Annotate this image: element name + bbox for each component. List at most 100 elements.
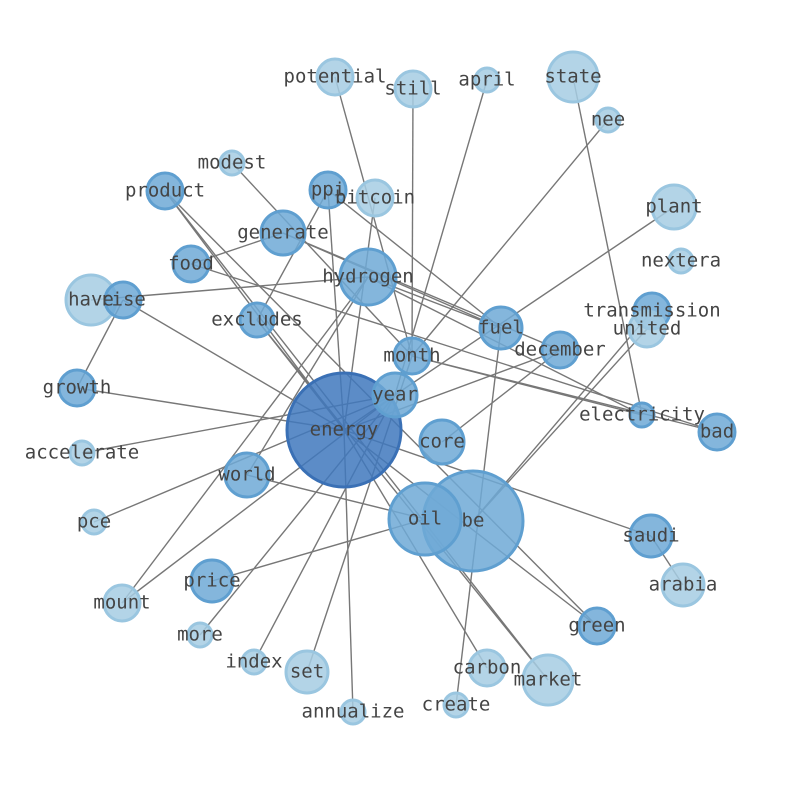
- node: [660, 562, 706, 608]
- nodes: [57, 50, 737, 726]
- node-label: potential: [284, 66, 387, 88]
- node-label: year: [372, 384, 418, 406]
- node: [467, 648, 507, 688]
- edge: [256, 189, 329, 321]
- node-label: accelerate: [25, 442, 139, 464]
- node: [103, 280, 143, 320]
- node: [186, 621, 214, 649]
- node-label: april: [458, 69, 515, 91]
- node: [338, 247, 398, 307]
- node-label: modest: [198, 152, 267, 174]
- node-label: excludes: [211, 309, 303, 331]
- node: [473, 66, 501, 94]
- node-label: december: [514, 339, 606, 361]
- node: [284, 649, 330, 695]
- node-label: generate: [237, 222, 329, 244]
- node: [628, 401, 656, 429]
- node-label: market: [514, 669, 583, 691]
- node: [308, 170, 348, 210]
- node: [627, 309, 667, 349]
- node: [145, 171, 185, 211]
- node: [80, 508, 108, 536]
- node: [171, 244, 211, 284]
- node: [355, 178, 395, 218]
- node: [546, 50, 600, 104]
- node-label: fuel: [478, 317, 524, 339]
- node-label: united: [613, 318, 682, 340]
- node-label: mount: [93, 592, 150, 614]
- node-label: be: [462, 510, 485, 532]
- node-label: plant: [645, 196, 702, 218]
- node: [478, 305, 524, 351]
- node-label: state: [544, 66, 601, 88]
- node-label: nee: [591, 109, 625, 131]
- node: [223, 451, 271, 499]
- node-label: arabia: [649, 574, 718, 596]
- edge: [411, 88, 414, 357]
- node-label: rise: [100, 289, 146, 311]
- edge: [246, 276, 369, 476]
- node: [540, 330, 580, 370]
- node: [577, 606, 617, 646]
- node-label: price: [183, 570, 240, 592]
- node: [371, 371, 419, 419]
- node-label: more: [177, 624, 223, 646]
- node: [667, 247, 695, 275]
- node: [521, 653, 575, 707]
- node-label: saudi: [622, 525, 679, 547]
- node: [393, 69, 433, 109]
- node: [259, 209, 307, 257]
- node-label: oil: [408, 508, 442, 530]
- node-label: transmission: [583, 300, 720, 322]
- node: [628, 513, 674, 559]
- node-label: ppi: [311, 179, 345, 201]
- node: [68, 439, 96, 467]
- node-label: bad: [700, 421, 734, 443]
- node: [189, 558, 235, 604]
- node-label: food: [168, 253, 214, 275]
- node-label: world: [218, 464, 275, 486]
- node-label: pce: [77, 511, 111, 533]
- node-label: nextera: [641, 250, 721, 272]
- edge: [327, 189, 502, 329]
- node-label: have: [68, 289, 114, 311]
- node-label: set: [290, 661, 324, 683]
- node: [442, 691, 470, 719]
- node: [594, 106, 622, 134]
- node-label: growth: [43, 377, 112, 399]
- node-label: product: [125, 180, 205, 202]
- node-label: month: [383, 345, 440, 367]
- node: [339, 698, 367, 726]
- node: [387, 481, 463, 557]
- node-label: index: [225, 651, 282, 673]
- node: [418, 418, 466, 466]
- node-label: annualize: [302, 701, 405, 723]
- node: [240, 648, 268, 676]
- edge: [231, 162, 413, 357]
- edge: [190, 263, 718, 433]
- node-label: carbon: [453, 657, 522, 679]
- node: [315, 57, 355, 97]
- node-label: core: [419, 431, 465, 453]
- edge: [121, 276, 369, 604]
- node: [697, 412, 737, 452]
- node: [238, 301, 276, 339]
- edge: [411, 355, 643, 416]
- edge: [441, 349, 561, 443]
- node-label: energy: [310, 419, 379, 441]
- node-label: hydrogen: [322, 266, 414, 288]
- node-label: bitcoin: [335, 187, 415, 209]
- node: [218, 149, 246, 177]
- node: [57, 368, 97, 408]
- node-label: still: [384, 78, 441, 100]
- edge: [572, 76, 643, 416]
- node: [392, 336, 432, 376]
- node: [650, 183, 698, 231]
- edge: [411, 119, 609, 357]
- node-label: electricity: [579, 404, 705, 426]
- node: [102, 583, 142, 623]
- node-label: create: [422, 694, 491, 716]
- node-label: green: [568, 615, 625, 637]
